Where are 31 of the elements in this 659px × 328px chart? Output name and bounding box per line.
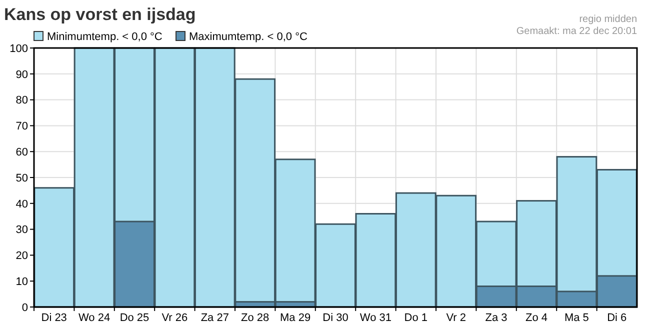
y-tick-label: 0 [22, 302, 28, 314]
y-tick-label: 90 [16, 68, 28, 81]
x-tick-label: Di 6 [607, 312, 627, 324]
x-tick-label: Di 30 [322, 312, 348, 324]
series-label: Minimumtemp. < 0,0 °C [47, 30, 162, 43]
x-tick-label: Zo 4 [525, 312, 548, 324]
y-tick-label: 20 [16, 250, 28, 262]
text: regio midden [579, 14, 637, 25]
x-tick-label: Vr 26 [162, 312, 188, 324]
x-tick-label: Wo 24 [78, 312, 110, 324]
y-tick-label: 10 [16, 276, 28, 288]
x-tick-label: Do 25 [120, 312, 150, 324]
x-tick-label: Di 23 [41, 312, 67, 324]
x-tick-label: Wo 31 [360, 312, 392, 324]
y-tick-label: 50 [16, 172, 28, 184]
chart-title: Kans op vorst en ijsdag [4, 5, 196, 24]
x-tick-label: Ma 29 [280, 312, 311, 324]
x-tick-label: Zo 28 [241, 312, 270, 324]
x-tick-label: Do 1 [404, 312, 428, 324]
legend-label: Maximumtemp. < 0,0 °C [189, 30, 308, 43]
y-tick-label: 80 [16, 94, 28, 107]
y-tick-label: 40 [16, 198, 28, 210]
x-tick-label: Ma 5 [564, 312, 589, 324]
y-tick-label: 30 [16, 224, 28, 236]
y-tick-label: 100 [10, 42, 28, 55]
y-tick-label: 60 [16, 146, 28, 158]
text: Gemaakt: ma 22 dec 20:01 [516, 26, 638, 37]
x-tick-label: Za 3 [485, 312, 508, 324]
y-tick-label: 70 [16, 120, 28, 133]
x-tick-label: Za 27 [200, 312, 229, 324]
x-tick-label: Vr 2 [446, 312, 466, 324]
